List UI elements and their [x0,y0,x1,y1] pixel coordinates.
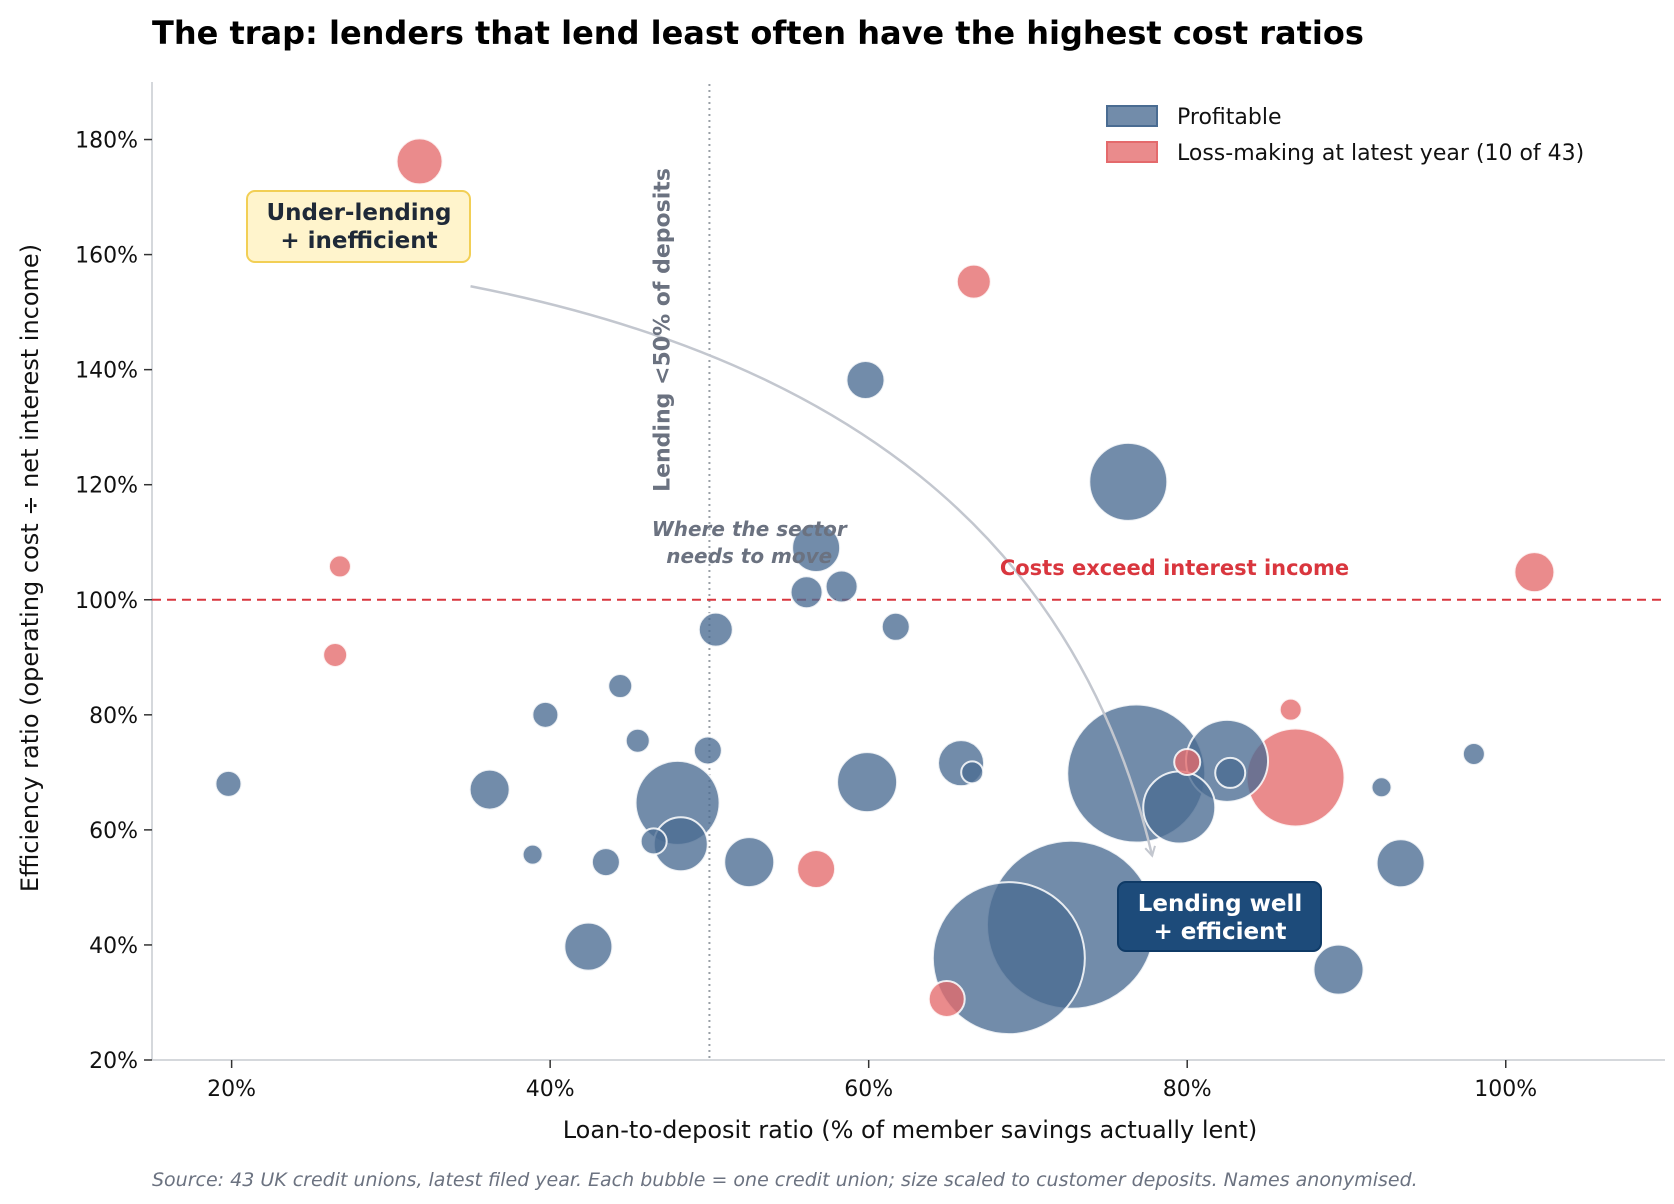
bubble-profitable [880,611,911,642]
bubble-loss-making [1278,697,1303,722]
bubble-loss-making [395,137,444,186]
bubble-profitable [1142,770,1217,845]
x-tick-label: 80% [1163,1077,1212,1102]
lending-well-line2: + efficient [1153,919,1286,945]
move-annotation: Where the sector needs to move [652,517,848,568]
horizontal-line-label: Costs exceed interest income [1000,556,1349,580]
bubble-profitable [521,843,544,866]
y-tick-label: 140% [75,359,138,384]
bubble-profitable [824,569,859,604]
x-axis-title: Loan-to-deposit ratio (% of member savin… [563,1116,1258,1144]
y-tick-label: 20% [89,1049,138,1074]
bubble-profitable [791,522,842,573]
bubble-profitable [1088,441,1169,522]
bubble-loss-making [955,263,992,300]
bubble-profitable [836,751,899,814]
y-tick-label: 100% [75,589,138,614]
under-lending-line1: Under-lending [266,200,451,226]
bubble-loss-making [1173,747,1202,776]
lending-well-line1: Lending well [1138,891,1302,917]
y-tick-label: 120% [75,474,138,499]
y-tick-label: 180% [75,129,138,154]
bubble-profitable [1214,756,1247,789]
legend-label-loss: Loss-making at latest year (10 of 43) [1177,141,1584,166]
bubble-profitable [563,921,614,972]
bubble-profitable [624,727,651,754]
bubble-loss-making [796,849,837,890]
under-lending-box: Under-lending + inefficient [246,190,471,263]
legend-swatch-profitable [1106,105,1158,127]
lending-well-box: Lending well + efficient [1117,881,1322,952]
bubble-profitable [639,827,668,856]
y-ticks: 20% 40% 60% 80% 100% 120% 140% 160% 180% [75,129,152,1074]
y-tick-label: 60% [89,819,138,844]
move-arrow [470,285,1153,856]
bubble-profitable [931,881,1086,1036]
y-tick-label: 40% [89,934,138,959]
under-lending-line2: + inefficient [280,228,437,254]
bubble-profitable [692,735,723,766]
bubble-profitable [789,575,824,610]
bubble-profitable [468,768,511,811]
axes: 20% 40% 60% 80% 100% 20% 40% 60% 80% 100% 120% 140… [75,82,1665,1102]
move-annotation-line2: needs to move [666,544,832,568]
legend-label-profitable: Profitable [1177,105,1281,130]
bubble-profitable [697,611,734,648]
bubble-profitable [531,700,560,729]
x-tick-label: 100% [1474,1077,1537,1102]
vertical-line-label: Lending <50% of deposits [650,168,675,492]
chart-title: The trap: lenders that lend least often … [152,14,1364,52]
bubble-profitable [1375,838,1426,889]
bubble-profitable [960,760,985,785]
x-tick-label: 20% [207,1077,256,1102]
x-tick-label: 40% [526,1077,575,1102]
legend: Profitable Loss-making at latest year (1… [1106,105,1584,166]
bubble-profitable [590,847,621,878]
bubble-profitable [214,769,243,798]
bubble-profitable [845,360,886,401]
bubble-profitable [1370,776,1393,799]
bubble-profitable [1461,741,1486,766]
bubble-loss-making [927,980,966,1019]
bubble-loss-making [1513,551,1556,594]
bubbles [214,137,1556,1036]
y-axis-title: Efficiency ratio (operating cost ÷ net i… [16,244,44,892]
bubble-profitable [1312,943,1365,996]
legend-swatch-loss [1106,141,1158,163]
move-annotation-line1: Where the sector [652,517,848,541]
source-note: Source: 43 UK credit unions, latest file… [152,1169,1418,1191]
x-tick-label: 60% [844,1077,893,1102]
x-ticks: 20% 40% 60% 80% 100% [207,1060,1537,1102]
bubble-profitable [607,673,634,700]
y-tick-label: 160% [75,244,138,269]
bubble-loss-making [322,641,349,668]
bubble-profitable [723,836,776,889]
bubble-loss-making [327,554,352,579]
y-tick-label: 80% [89,704,138,729]
